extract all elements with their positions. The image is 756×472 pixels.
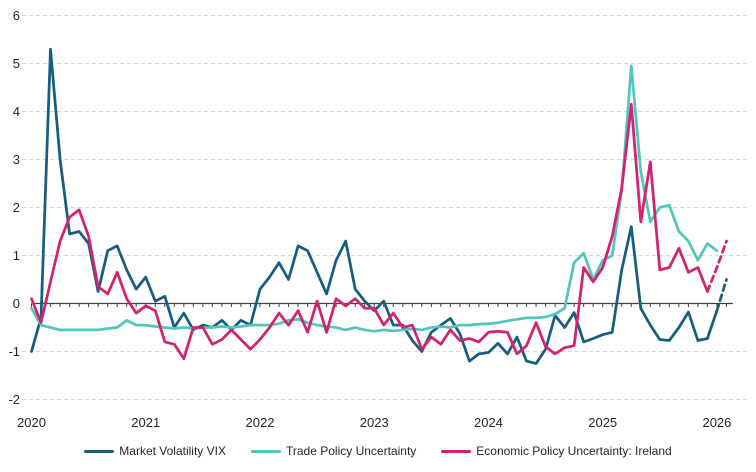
legend-item-vix: Market Volatility VIX	[84, 444, 226, 458]
svg-text:2025: 2025	[588, 415, 617, 430]
line-chart-canvas: 6 5 4 3 2 1 0 -1 -2 2020 2021 2022 2023 2024 2025 2026	[8, 8, 748, 430]
legend-item-tpu: Trade Policy Uncertainty	[251, 444, 416, 458]
legend-label-vix: Market Volatility VIX	[119, 444, 226, 458]
chart-legend: Market Volatility VIX Trade Policy Uncer…	[0, 444, 756, 458]
legend-label-epu-ireland: Economic Policy Uncertainty: Ireland	[476, 444, 672, 458]
svg-text:2022: 2022	[246, 415, 275, 430]
svg-text:2021: 2021	[131, 415, 160, 430]
svg-text:3: 3	[13, 152, 20, 167]
svg-text:2026: 2026	[702, 415, 731, 430]
svg-text:0: 0	[13, 296, 20, 311]
epu-ireland-line-swatch	[441, 449, 472, 453]
svg-text:6: 6	[13, 8, 20, 23]
tpu-line-swatch	[251, 449, 281, 453]
svg-text:-2: -2	[8, 392, 20, 407]
svg-text:2020: 2020	[17, 415, 46, 430]
legend-item-epu-ireland: Economic Policy Uncertainty: Ireland	[441, 444, 672, 458]
svg-text:2023: 2023	[360, 415, 389, 430]
svg-text:1: 1	[13, 248, 20, 263]
svg-text:2024: 2024	[474, 415, 503, 430]
svg-text:4: 4	[13, 104, 20, 119]
svg-text:5: 5	[13, 56, 20, 71]
svg-text:-1: -1	[8, 344, 20, 359]
legend-label-tpu: Trade Policy Uncertainty	[286, 444, 417, 458]
svg-text:2: 2	[13, 200, 20, 215]
vix-line-swatch	[84, 449, 115, 453]
